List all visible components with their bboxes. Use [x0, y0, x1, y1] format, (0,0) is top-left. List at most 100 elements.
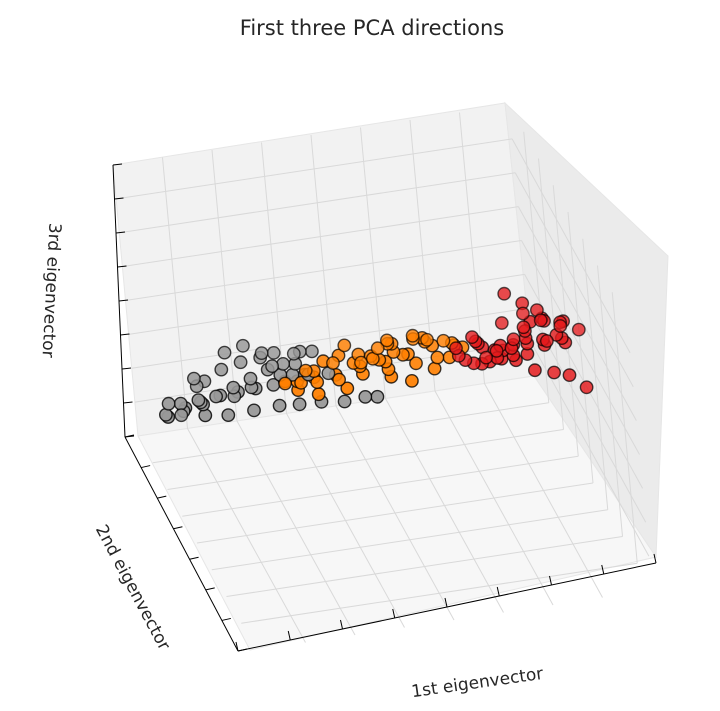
data-point-class-0 — [533, 313, 548, 328]
data-point-class-1 — [354, 355, 368, 370]
gridline — [523, 131, 550, 403]
data-point-class-0 — [489, 343, 504, 358]
z-tick — [112, 163, 123, 166]
data-point-class-2 — [266, 345, 281, 360]
data-point-class-0 — [528, 363, 542, 378]
data-point-class-2 — [292, 397, 307, 412]
x-tick — [601, 564, 605, 575]
gridline — [182, 455, 579, 517]
gridline — [116, 138, 513, 200]
y-tick — [189, 556, 199, 560]
data-point-class-2 — [209, 389, 224, 404]
data-point-class-2 — [247, 403, 261, 418]
x-tick — [549, 575, 552, 586]
data-point-class-2 — [272, 398, 287, 413]
y-tick — [205, 587, 215, 591]
data-point-class-2 — [358, 389, 373, 404]
x-tick — [496, 586, 500, 597]
data-point-class-2 — [214, 362, 229, 377]
gridline — [131, 307, 528, 369]
axis-ticks — [112, 163, 657, 652]
data-point-class-2 — [191, 393, 206, 407]
y-tick — [141, 465, 151, 469]
scatter-points — [158, 286, 594, 424]
z-tick — [123, 401, 133, 404]
y-axis-label: 2nd eigenvector — [91, 522, 174, 654]
gridline — [122, 206, 519, 268]
gridline — [241, 562, 638, 624]
data-point-class-0 — [449, 341, 463, 356]
gridline — [538, 158, 564, 430]
data-point-class-2 — [226, 380, 241, 395]
data-point-class-0 — [571, 322, 586, 337]
gridline — [226, 536, 623, 597]
gridline — [125, 240, 522, 301]
gridline — [611, 292, 638, 564]
data-point-class-1 — [427, 361, 442, 376]
data-point-class-2 — [161, 396, 176, 411]
data-point-class-2 — [370, 389, 385, 404]
data-point-class-1 — [298, 363, 313, 378]
data-point-class-0 — [547, 365, 561, 380]
y-axis-line — [124, 436, 239, 652]
x-tick — [653, 553, 657, 564]
data-point-class-2 — [243, 371, 258, 386]
data-point-class-1 — [404, 373, 419, 388]
z-tick — [115, 231, 126, 234]
data-point-class-0 — [494, 316, 509, 330]
data-point-class-1 — [379, 333, 394, 348]
data-point-class-1 — [430, 350, 445, 365]
x-tick — [444, 597, 448, 608]
data-point-class-0 — [506, 332, 521, 347]
data-point-class-1 — [436, 333, 451, 348]
data-point-class-0 — [540, 334, 554, 348]
data-point-class-2 — [221, 408, 236, 422]
data-point-class-1 — [326, 356, 340, 370]
z-tick — [117, 265, 127, 268]
x-tick — [287, 630, 291, 641]
y-tick — [124, 434, 135, 438]
data-point-class-0 — [516, 320, 531, 335]
data-point-class-0 — [562, 368, 577, 382]
x-tick — [392, 608, 396, 619]
gridline — [211, 509, 608, 571]
data-point-class-0 — [516, 306, 530, 321]
gridline — [167, 429, 564, 490]
gridline — [582, 238, 609, 510]
data-point-class-2 — [174, 408, 189, 423]
x-tick — [340, 619, 343, 630]
y-tick — [237, 648, 248, 652]
gridline — [196, 482, 594, 544]
x-tick — [235, 641, 239, 652]
data-point-class-2 — [304, 344, 319, 359]
data-point-class-2 — [235, 338, 250, 353]
data-point-class-2 — [276, 356, 290, 371]
data-point-class-0 — [553, 319, 568, 333]
data-point-class-1 — [370, 341, 385, 356]
data-point-class-1 — [278, 376, 292, 391]
z-tick — [118, 299, 129, 302]
y-tick — [157, 495, 167, 499]
y-tick — [173, 526, 183, 530]
z-tick — [121, 367, 132, 370]
data-point-class-1 — [311, 387, 326, 402]
data-point-class-1 — [332, 372, 346, 387]
y-tick — [221, 617, 231, 621]
x-axis-label: 1st eigenvector — [410, 664, 544, 702]
data-point-class-1 — [409, 356, 423, 371]
data-point-class-2 — [217, 345, 232, 360]
data-point-class-1 — [340, 381, 355, 396]
data-point-class-0 — [465, 330, 479, 344]
z-axis-label: 3rd eigenvector — [37, 222, 64, 358]
z-tick — [120, 333, 130, 336]
data-point-class-2 — [265, 359, 279, 373]
data-point-class-2 — [198, 408, 213, 423]
data-point-class-2 — [254, 346, 269, 360]
data-point-class-2 — [173, 396, 188, 411]
data-point-class-2 — [337, 394, 352, 409]
data-point-class-1 — [337, 338, 352, 353]
data-point-class-1 — [405, 328, 420, 343]
data-point-class-0 — [497, 286, 512, 301]
data-point-class-2 — [233, 355, 248, 370]
